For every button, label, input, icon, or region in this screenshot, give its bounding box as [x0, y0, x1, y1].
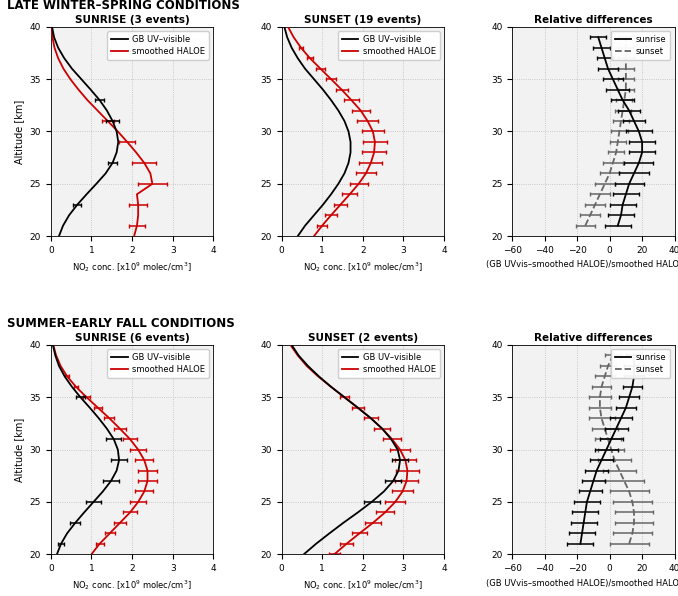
Legend: GB UV–visible, smoothed HALOE: GB UV–visible, smoothed HALOE	[107, 31, 209, 60]
X-axis label: NO$_2$ conc. [x10$^9$ molec/cm$^3$]: NO$_2$ conc. [x10$^9$ molec/cm$^3$]	[72, 579, 192, 592]
Text: SUMMER–EARLY FALL CONDITIONS: SUMMER–EARLY FALL CONDITIONS	[7, 317, 235, 330]
Legend: GB UV–visible, smoothed HALOE: GB UV–visible, smoothed HALOE	[107, 349, 209, 378]
Title: SUNSET (19 events): SUNSET (19 events)	[304, 15, 421, 24]
Title: Relative differences: Relative differences	[534, 333, 653, 343]
X-axis label: NO$_2$ conc. [x10$^9$ molec/cm$^3$]: NO$_2$ conc. [x10$^9$ molec/cm$^3$]	[303, 579, 422, 592]
X-axis label: (GB UVvis–smoothed HALOE)/smoothed HALOE [%]: (GB UVvis–smoothed HALOE)/smoothed HALOE…	[485, 579, 678, 588]
X-axis label: (GB UVvis–smoothed HALOE)/smoothed HALOE [%]: (GB UVvis–smoothed HALOE)/smoothed HALOE…	[485, 260, 678, 269]
Text: LATE WINTER–SPRING CONDITIONS: LATE WINTER–SPRING CONDITIONS	[7, 0, 239, 12]
Legend: GB UV–visible, smoothed HALOE: GB UV–visible, smoothed HALOE	[338, 349, 440, 378]
Title: SUNRISE (3 events): SUNRISE (3 events)	[75, 15, 189, 24]
Title: SUNSET (2 events): SUNSET (2 events)	[308, 333, 418, 343]
Legend: sunrise, sunset: sunrise, sunset	[611, 31, 671, 60]
Legend: GB UV–visible, smoothed HALOE: GB UV–visible, smoothed HALOE	[338, 31, 440, 60]
Title: SUNRISE (6 events): SUNRISE (6 events)	[75, 333, 189, 343]
Y-axis label: Altitude [km]: Altitude [km]	[14, 100, 24, 163]
X-axis label: NO$_2$ conc. [x10$^9$ molec/cm$^3$]: NO$_2$ conc. [x10$^9$ molec/cm$^3$]	[303, 260, 422, 274]
Title: Relative differences: Relative differences	[534, 15, 653, 24]
X-axis label: NO$_2$ conc. [x10$^9$ molec/cm$^3$]: NO$_2$ conc. [x10$^9$ molec/cm$^3$]	[72, 260, 192, 274]
Y-axis label: Altitude [km]: Altitude [km]	[14, 418, 24, 482]
Legend: sunrise, sunset: sunrise, sunset	[611, 349, 671, 378]
